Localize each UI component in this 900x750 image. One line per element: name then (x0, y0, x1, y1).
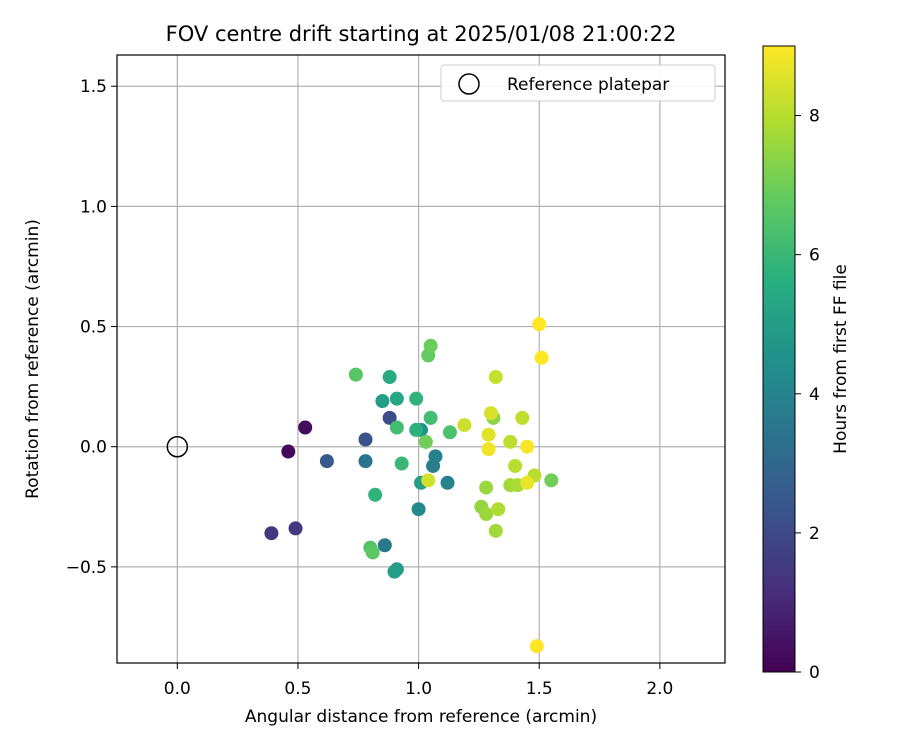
x-tick-label: 0.0 (164, 679, 191, 699)
data-point (264, 526, 279, 541)
x-axis-ticks: 0.0 0.5 1.0 1.5 2.0 (164, 663, 673, 699)
data-point (358, 432, 373, 447)
data-point (481, 427, 496, 442)
data-point (389, 391, 404, 406)
data-point (389, 420, 404, 435)
reference-marker (166, 435, 189, 458)
data-point (491, 502, 506, 517)
data-point (375, 394, 390, 409)
scatter-points (264, 317, 559, 654)
plot-frame (116, 54, 726, 664)
grid (117, 55, 725, 663)
data-point (409, 422, 424, 437)
data-point (440, 475, 455, 490)
colorbar-ticks: 0 2 4 6 8 (795, 107, 820, 683)
legend-label: Reference platepar (507, 75, 669, 95)
data-point (365, 545, 380, 560)
chart-title: FOV centre drift starting at 2025/01/08 … (166, 22, 677, 46)
colorbar-label: Hours from first FF file (831, 264, 851, 454)
data-point (544, 473, 559, 488)
reference-marker-group (166, 435, 189, 458)
legend-box (440, 64, 716, 102)
data-point (382, 410, 397, 425)
data-point (288, 521, 303, 536)
data-point (281, 444, 296, 459)
colorbar-gradient (762, 45, 796, 673)
y-tick-label: 0.0 (80, 438, 107, 458)
data-point (520, 439, 535, 454)
data-point (409, 391, 424, 406)
y-axis-ticks: −0.5 0.0 0.5 1.0 1.5 (66, 77, 117, 578)
data-point (515, 410, 530, 425)
x-tick-label: 0.5 (284, 679, 311, 699)
data-point (520, 475, 535, 490)
data-point (503, 434, 518, 449)
colorbar-tick-label: 2 (809, 524, 820, 544)
data-point (479, 480, 494, 495)
data-point (532, 317, 547, 332)
data-point (426, 458, 441, 473)
data-point (348, 367, 363, 382)
x-tick-label: 2.0 (646, 679, 673, 699)
x-tick-label: 1.0 (405, 679, 432, 699)
data-point (457, 418, 472, 433)
data-point (319, 454, 334, 469)
data-point (534, 350, 549, 365)
data-point (442, 425, 457, 440)
colorbar: 0 2 4 6 8 Hours from first FF file (762, 45, 851, 683)
y-axis-label: Rotation from reference (arcmin) (23, 219, 43, 499)
colorbar-tick-label: 0 (809, 663, 820, 683)
data-point (479, 507, 494, 522)
colorbar-tick-label: 6 (809, 246, 820, 266)
data-point (377, 538, 392, 553)
data-point (387, 564, 402, 579)
data-point (411, 502, 426, 517)
y-tick-label: −0.5 (66, 558, 107, 578)
y-tick-label: 1.0 (80, 197, 107, 217)
y-tick-label: 1.5 (80, 77, 107, 97)
data-point (421, 473, 436, 488)
x-axis-label: Angular distance from reference (arcmin) (245, 707, 597, 727)
data-point (423, 410, 438, 425)
y-tick-label: 0.5 (80, 318, 107, 338)
data-point (481, 442, 496, 457)
data-point (508, 458, 523, 473)
data-point (529, 639, 544, 654)
data-point (382, 370, 397, 385)
legend-reference-marker (458, 73, 480, 95)
colorbar-tick-label: 8 (809, 107, 820, 127)
data-point (418, 434, 433, 449)
data-point (488, 370, 503, 385)
data-point (488, 523, 503, 538)
x-tick-label: 1.5 (526, 679, 553, 699)
data-point (423, 338, 438, 353)
data-point (483, 406, 498, 421)
legend: Reference platepar (440, 64, 716, 102)
data-point (394, 456, 409, 471)
data-point (298, 420, 313, 435)
data-point (368, 487, 383, 502)
colorbar-tick-label: 4 (809, 385, 820, 405)
data-point (358, 454, 373, 469)
